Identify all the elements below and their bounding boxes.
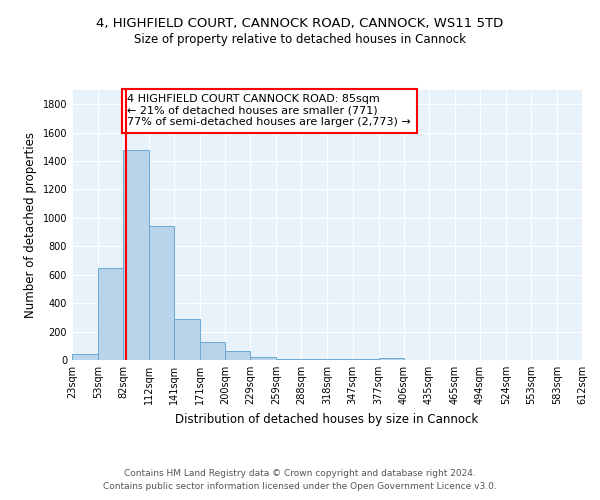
- Text: Contains HM Land Registry data © Crown copyright and database right 2024.: Contains HM Land Registry data © Crown c…: [124, 468, 476, 477]
- Text: Contains public sector information licensed under the Open Government Licence v3: Contains public sector information licen…: [103, 482, 497, 491]
- Bar: [379, 358, 404, 360]
- Text: 4, HIGHFIELD COURT, CANNOCK ROAD, CANNOCK, WS11 5TD: 4, HIGHFIELD COURT, CANNOCK ROAD, CANNOC…: [97, 18, 503, 30]
- Y-axis label: Number of detached properties: Number of detached properties: [24, 132, 37, 318]
- X-axis label: Distribution of detached houses by size in Cannock: Distribution of detached houses by size …: [175, 412, 479, 426]
- Text: 4 HIGHFIELD COURT CANNOCK ROAD: 85sqm
← 21% of detached houses are smaller (771): 4 HIGHFIELD COURT CANNOCK ROAD: 85sqm ← …: [127, 94, 411, 128]
- Text: Size of property relative to detached houses in Cannock: Size of property relative to detached ho…: [134, 32, 466, 46]
- Bar: [98, 268, 123, 360]
- Bar: [225, 351, 250, 360]
- Bar: [149, 226, 174, 360]
- Bar: [277, 358, 301, 360]
- Bar: [250, 357, 277, 360]
- Bar: [200, 342, 225, 360]
- Bar: [72, 354, 98, 360]
- Bar: [123, 150, 149, 360]
- Bar: [174, 319, 200, 360]
